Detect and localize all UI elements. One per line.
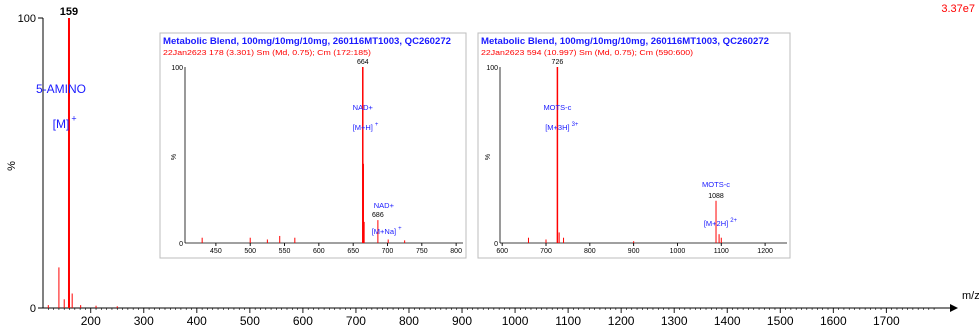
main-peaks	[47, 18, 118, 308]
inset-1-x-ticks: 450 500 550 600 650 700 750 800	[210, 243, 462, 255]
inset-2-y-axis-label: %	[485, 154, 492, 160]
main-annotation-charge: +	[71, 113, 76, 123]
main-x-tick-label: 900	[452, 314, 472, 328]
inset2-x-tick-label: 900	[628, 248, 640, 255]
intensity-scale: 3.37e7	[941, 3, 975, 15]
main-x-tick-label: 1600	[820, 314, 847, 328]
inset-2-title: Metabolic Blend, 100mg/10mg/10mg, 260116…	[481, 36, 769, 46]
inset2-peak-label: 726	[552, 59, 564, 66]
main-x-axis-label: m/z	[962, 290, 979, 302]
inset-2-y-tick-label-100: 100	[486, 65, 498, 72]
main-minor-ticks	[48, 308, 935, 310]
inset-1-y-tick-label-100: 100	[171, 65, 183, 72]
inset-1-frame	[159, 32, 467, 259]
inset-spectrum-2: Metabolic Blend, 100mg/10mg/10mg, 260116…	[477, 32, 791, 259]
main-y-tick-label-0: 0	[30, 303, 36, 315]
main-x-ticks: 200 300 400 500 600 700 800 900 1000 1100 1200 1300…	[81, 308, 900, 328]
inset-2-peaks	[527, 67, 722, 243]
inset2-x-tick-label: 700	[540, 248, 552, 255]
inset-1-title: Metabolic Blend, 100mg/10mg/10mg, 260116…	[163, 36, 451, 46]
inset2-x-tick-label: 1100	[714, 248, 729, 255]
inset1-x-tick-label: 600	[313, 248, 325, 255]
inset1-annotation-ion: [M+Na]	[372, 227, 396, 236]
main-peak-labels: 159	[60, 6, 78, 18]
main-x-tick-label: 200	[81, 314, 101, 328]
main-y-axis-label: %	[6, 161, 18, 171]
inset-2-y-tick-label-0: 0	[494, 241, 498, 248]
main-y-tick-label-100: 100	[18, 13, 36, 25]
main-x-tick-label: 1200	[608, 314, 635, 328]
inset1-annotation-name: NAD+	[353, 103, 374, 112]
inset1-peak-label: 686	[372, 212, 384, 219]
inset-2-annotations: MOTS-c [M+3H] 3+ MOTS-c [M+2H] 2+	[543, 103, 737, 228]
main-annotation-ion: [M]	[53, 117, 70, 131]
inset1-x-tick-label: 650	[347, 248, 359, 255]
inset2-peak-label: 1088	[708, 193, 724, 200]
inset-1-peak-labels: 664 686	[357, 59, 384, 219]
inset-1-subtitle: 22Jan2623 178 (3.301) Sm (Md, 0.75); Cm …	[163, 48, 372, 57]
inset2-x-tick-label: 1200	[757, 248, 773, 255]
inset1-x-tick-label: 700	[382, 248, 394, 255]
inset1-x-tick-label: 450	[210, 248, 222, 255]
main-x-tick-label: 1100	[555, 314, 581, 328]
inset-1-peaks	[201, 67, 406, 243]
inset2-annotation-ion: [M+2H]	[704, 219, 728, 228]
main-x-tick-label: 500	[240, 314, 260, 328]
inset2-annotation-charge: 3+	[572, 122, 579, 128]
inset2-annotation-name: MOTS-c	[702, 180, 730, 189]
main-spectrum: 100 0 % m/z 3.37e7 200 300 400 500 600 700 800…	[6, 3, 979, 328]
inset2-annotation-ion: [M+3H]	[545, 123, 569, 132]
inset1-annotation-name: NAD+	[374, 201, 395, 210]
main-x-tick-label: 400	[187, 314, 207, 328]
inset1-x-tick-label: 750	[416, 248, 428, 255]
inset-1-annotations: NAD+[M+H] +NAD+[M+Na] +	[353, 103, 402, 236]
main-x-tick-label: 700	[346, 314, 366, 328]
main-x-tick-label: 300	[134, 314, 154, 328]
inset1-peak-label: 664	[357, 59, 369, 66]
inset1-annotation-ion: [M+H]	[353, 123, 373, 132]
inset2-x-tick-label: 1000	[670, 248, 686, 255]
main-x-tick-label: 800	[399, 314, 419, 328]
inset1-annotation-charge: +	[398, 226, 402, 232]
inset1-x-tick-label: 500	[244, 248, 256, 255]
main-x-tick-label: 1400	[714, 314, 741, 328]
inset2-annotation-name: MOTS-c	[543, 103, 571, 112]
inset1-x-tick-label: 800	[450, 248, 462, 255]
main-x-tick-label: 1700	[873, 314, 900, 328]
main-x-tick-label: 1000	[502, 314, 529, 328]
main-x-tick-label: 1300	[661, 314, 688, 328]
inset2-x-tick-label: 600	[496, 248, 508, 255]
x-axis-arrow-icon	[950, 304, 958, 312]
main-peak-label: 159	[60, 6, 78, 18]
inset-2-x-ticks: 600 700 800 900 1000 1100 1200	[496, 243, 773, 255]
inset-2-subtitle: 22Jan2623 594 (10.997) Sm (Md, 0.75); Cm…	[481, 48, 694, 57]
inset2-x-tick-label: 800	[584, 248, 596, 255]
inset-1-y-axis-label: %	[171, 154, 178, 160]
inset1-annotation-charge: +	[375, 122, 379, 128]
main-annotation-name: 5-AMINO	[36, 82, 86, 96]
inset2-annotation-charge: 2+	[730, 218, 737, 224]
inset-2-peak-labels: 726 1088	[552, 59, 724, 200]
inset1-x-tick-label: 550	[279, 248, 291, 255]
main-x-tick-label: 600	[293, 314, 313, 328]
inset-1-y-tick-label-0: 0	[179, 241, 183, 248]
main-annotations: 5-AMINO [M] +	[36, 82, 86, 131]
main-x-tick-label: 1500	[767, 314, 794, 328]
inset-spectrum-1: Metabolic Blend, 100mg/10mg/10mg, 260116…	[159, 32, 467, 259]
inset-2-frame	[477, 32, 791, 259]
